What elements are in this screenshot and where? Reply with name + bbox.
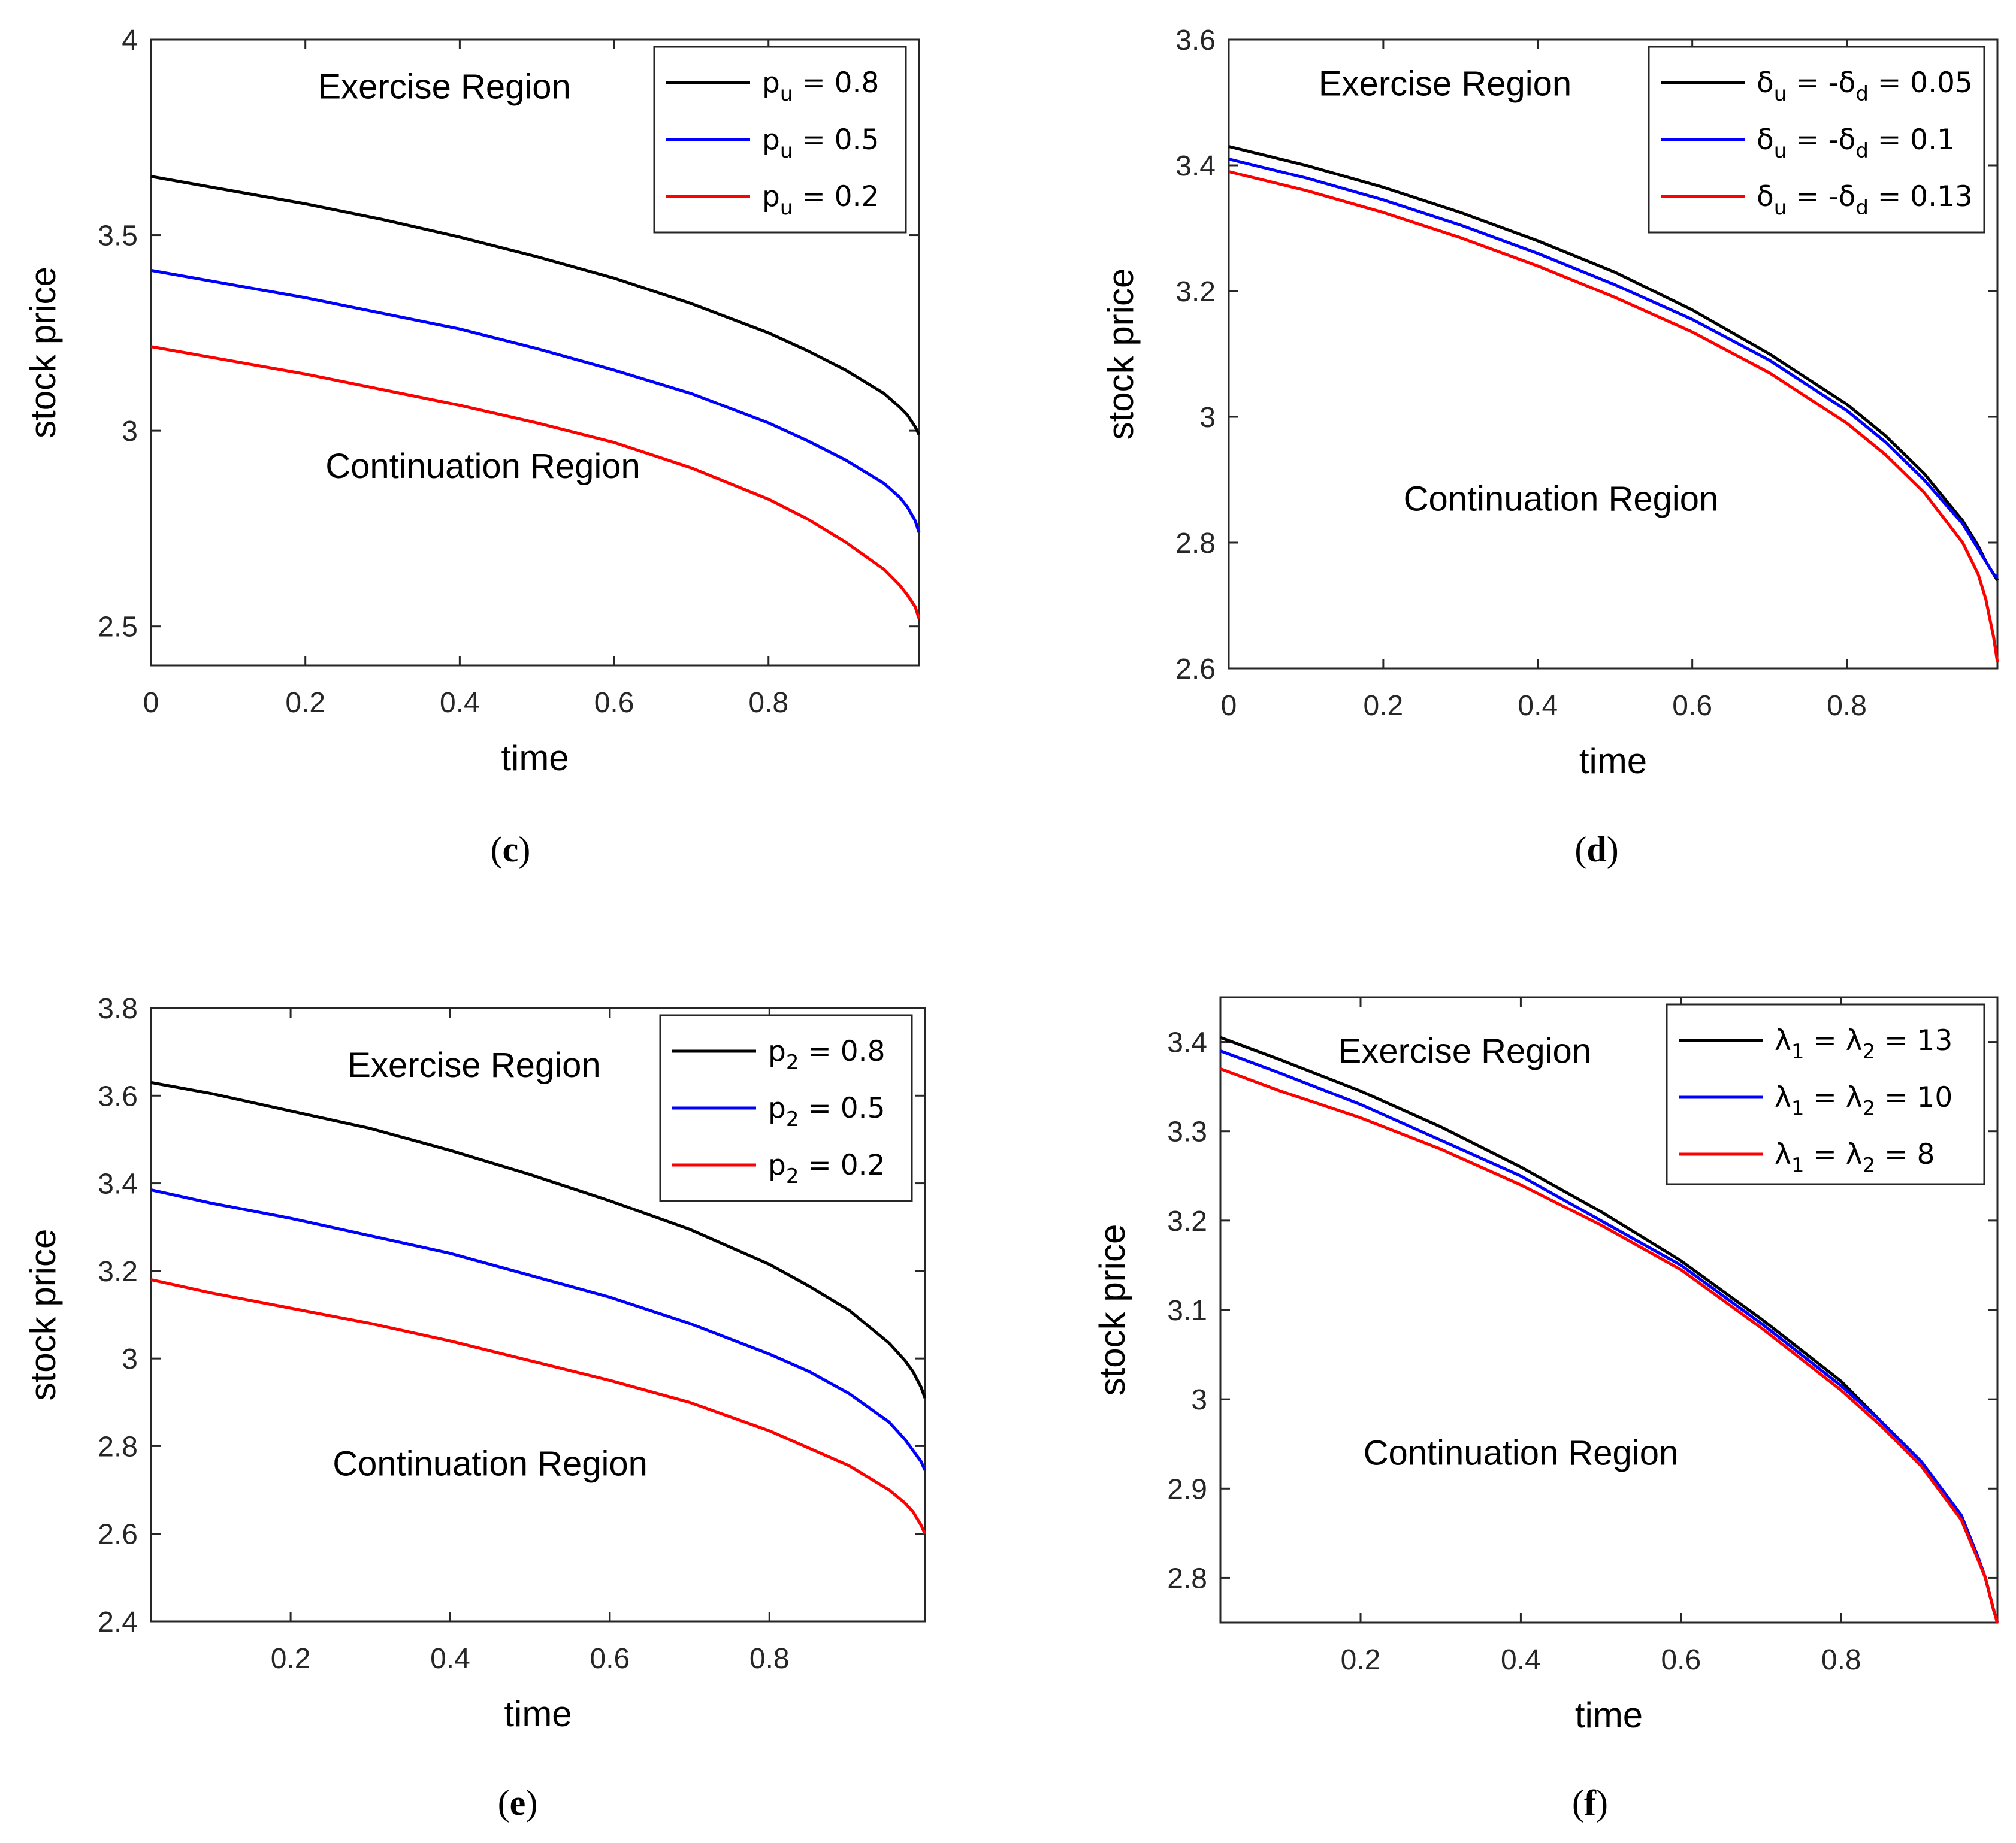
y-tick-label: 3.3 (1167, 1116, 1207, 1148)
y-tick-label: 2.8 (1167, 1563, 1207, 1594)
x-axis-title: time (1575, 1695, 1643, 1735)
y-tick-label: 3 (1191, 1384, 1207, 1416)
series-line-1 (150, 175, 921, 435)
x-tick-label: 0.6 (594, 687, 634, 719)
legend-entry: pu = 0.8 (762, 66, 879, 106)
y-tick-label: 3 (122, 416, 138, 447)
series-line-2 (150, 268, 921, 533)
legend-entry: λ1 = λ2 = 8 (1775, 1138, 1935, 1178)
x-tick-label: 0.6 (1661, 1644, 1701, 1676)
x-tick-label: 0.8 (748, 687, 788, 719)
y-tick-label: 3.4 (98, 1169, 138, 1200)
x-tick-label: 0.6 (1672, 690, 1712, 722)
legend: λ1 = λ2 = 13 λ1 = λ2 = 10 λ1 = λ2 = 8 (1666, 1003, 1985, 1185)
chart-panel-c: 0 0.2 0.4 0.6 0.8 2.5 3 3.5 4 time stock price Exer… (23, 25, 921, 869)
legend-entry: λ1 = λ2 = 13 (1775, 1024, 1952, 1064)
x-tick-label: 0.4 (1518, 690, 1558, 722)
exercise-region-label: Exercise Region (347, 1046, 600, 1085)
y-tick-label: 3.4 (1175, 150, 1216, 182)
legend-entry: δu = -δd = 0.1 (1757, 123, 1955, 163)
panel-caption: (d) (1574, 830, 1618, 869)
legend: δu = -δd = 0.05 δu = -δd = 0.1 δu = -δd = … (1648, 46, 1985, 234)
y-axis-title: stock price (23, 267, 63, 438)
y-tick-label: 2.6 (98, 1519, 138, 1551)
x-axis-title: time (1579, 741, 1647, 781)
legend-entry: p2 = 0.8 (768, 1035, 885, 1075)
x-tick-label: 0.8 (1821, 1644, 1861, 1676)
x-tick-label: 0.4 (430, 1643, 470, 1675)
y-tick-label: 2.9 (1167, 1473, 1207, 1505)
x-tick-label: 0.2 (285, 687, 325, 719)
series-line-2 (1228, 158, 1999, 579)
x-tick-label: 0.2 (271, 1643, 311, 1675)
y-tick-label: 3 (1199, 402, 1216, 434)
exercise-region-label: Exercise Region (1319, 65, 1571, 104)
y-tick-label: 3 (122, 1343, 138, 1375)
exercise-region-label: Exercise Region (1338, 1031, 1591, 1070)
legend: pu = 0.8 pu = 0.5 pu = 0.2 (653, 46, 907, 234)
series-line-2 (150, 1188, 927, 1471)
chart-panel-e: 0.2 0.4 0.6 0.8 2.4 2.6 2.8 3 3.2 3.4 3.6 3.8 time st… (23, 993, 927, 1823)
legend-entry: pu = 0.2 (762, 180, 879, 220)
y-tick-label: 3.8 (98, 993, 138, 1025)
y-tick-label: 3.1 (1167, 1295, 1207, 1327)
exercise-region-label: Exercise Region (318, 67, 570, 106)
y-tick-label: 3.6 (98, 1081, 138, 1112)
legend-entry: p2 = 0.2 (768, 1149, 885, 1188)
x-tick-label: 0.8 (749, 1643, 790, 1675)
x-tick-label: 0.2 (1364, 690, 1404, 722)
panel-caption: (c) (491, 830, 531, 869)
y-axis-title: stock price (1092, 1224, 1132, 1396)
x-tick-label: 0.4 (440, 687, 480, 719)
x-tick-label: 0 (143, 687, 159, 719)
series-line-1 (150, 1081, 927, 1399)
x-tick-label: 0.6 (590, 1643, 630, 1675)
legend-entry: λ1 = λ2 = 10 (1775, 1081, 1952, 1121)
y-axis-title: stock price (1101, 268, 1141, 440)
x-tick-label: 0.4 (1501, 1644, 1541, 1676)
x-tick-label: 0.8 (1827, 690, 1867, 722)
series-line-3 (1220, 1067, 1999, 1623)
y-tick-label: 3.2 (1167, 1206, 1207, 1237)
legend-entry: δu = -δd = 0.13 (1757, 180, 1973, 220)
continuation-region-label: Continuation Region (333, 1445, 648, 1484)
y-tick-label: 2.4 (98, 1606, 138, 1638)
y-tick-label: 3.4 (1167, 1027, 1207, 1059)
y-tick-label: 2.8 (1175, 528, 1216, 559)
y-tick-label: 3.2 (98, 1256, 138, 1288)
y-tick-label: 2.8 (98, 1431, 138, 1463)
x-tick-label: 0.2 (1341, 1644, 1381, 1676)
continuation-region-label: Continuation Region (1364, 1434, 1679, 1473)
x-tick-label: 0 (1221, 690, 1237, 722)
y-tick-label: 4 (122, 25, 138, 56)
series-line-3 (150, 1278, 927, 1535)
panel-caption: (e) (498, 1783, 538, 1823)
continuation-region-label: Continuation Region (1404, 480, 1719, 519)
x-axis-title: time (504, 1694, 572, 1734)
y-tick-label: 2.5 (98, 612, 138, 643)
y-tick-label: 3.6 (1175, 25, 1216, 56)
y-tick-label: 3.2 (1175, 276, 1216, 308)
series-line-3 (1228, 170, 1999, 662)
x-axis-title: time (501, 738, 569, 778)
y-axis-title: stock price (23, 1229, 63, 1401)
legend-entry: δu = -δd = 0.05 (1757, 66, 1973, 106)
continuation-region-label: Continuation Region (325, 447, 640, 486)
chart-panel-f: 0.2 0.4 0.6 0.8 2.8 2.9 3 3.1 3.2 3.3 3.4 time stock… (1092, 996, 1999, 1823)
panel-caption: (f) (1572, 1783, 1608, 1823)
legend-entry: p2 = 0.5 (768, 1092, 885, 1131)
legend: p2 = 0.8 p2 = 0.5 p2 = 0.2 (659, 1014, 913, 1202)
legend-entry: pu = 0.5 (762, 123, 879, 163)
y-tick-label: 2.6 (1175, 653, 1216, 685)
y-tick-label: 3.5 (98, 220, 138, 252)
series-line-3 (150, 345, 921, 619)
chart-panel-d: 0 0.2 0.4 0.6 0.8 2.6 2.8 3 3.2 3.4 3.6 time stock p… (1101, 25, 1999, 869)
